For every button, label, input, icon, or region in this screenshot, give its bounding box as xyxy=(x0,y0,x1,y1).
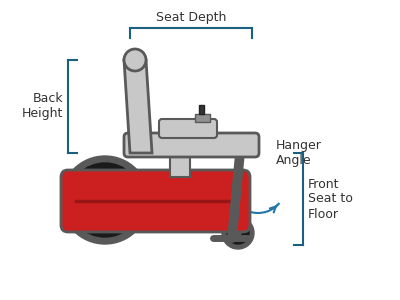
Bar xyxy=(199,105,204,114)
Circle shape xyxy=(68,163,142,237)
Text: Hanger
Angle: Hanger Angle xyxy=(276,139,322,167)
Text: Seat Depth: Seat Depth xyxy=(156,11,226,24)
Bar xyxy=(170,153,190,177)
Circle shape xyxy=(61,156,149,244)
Circle shape xyxy=(227,222,249,244)
Circle shape xyxy=(235,230,241,236)
Bar xyxy=(195,114,210,122)
FancyBboxPatch shape xyxy=(124,133,259,157)
Circle shape xyxy=(124,49,146,71)
Text: Front
Seat to
Floor: Front Seat to Floor xyxy=(308,178,353,220)
Circle shape xyxy=(99,194,111,206)
FancyBboxPatch shape xyxy=(159,119,217,138)
FancyBboxPatch shape xyxy=(61,170,250,232)
Text: Back
Height: Back Height xyxy=(22,92,63,121)
Polygon shape xyxy=(124,60,152,153)
Circle shape xyxy=(222,217,254,249)
